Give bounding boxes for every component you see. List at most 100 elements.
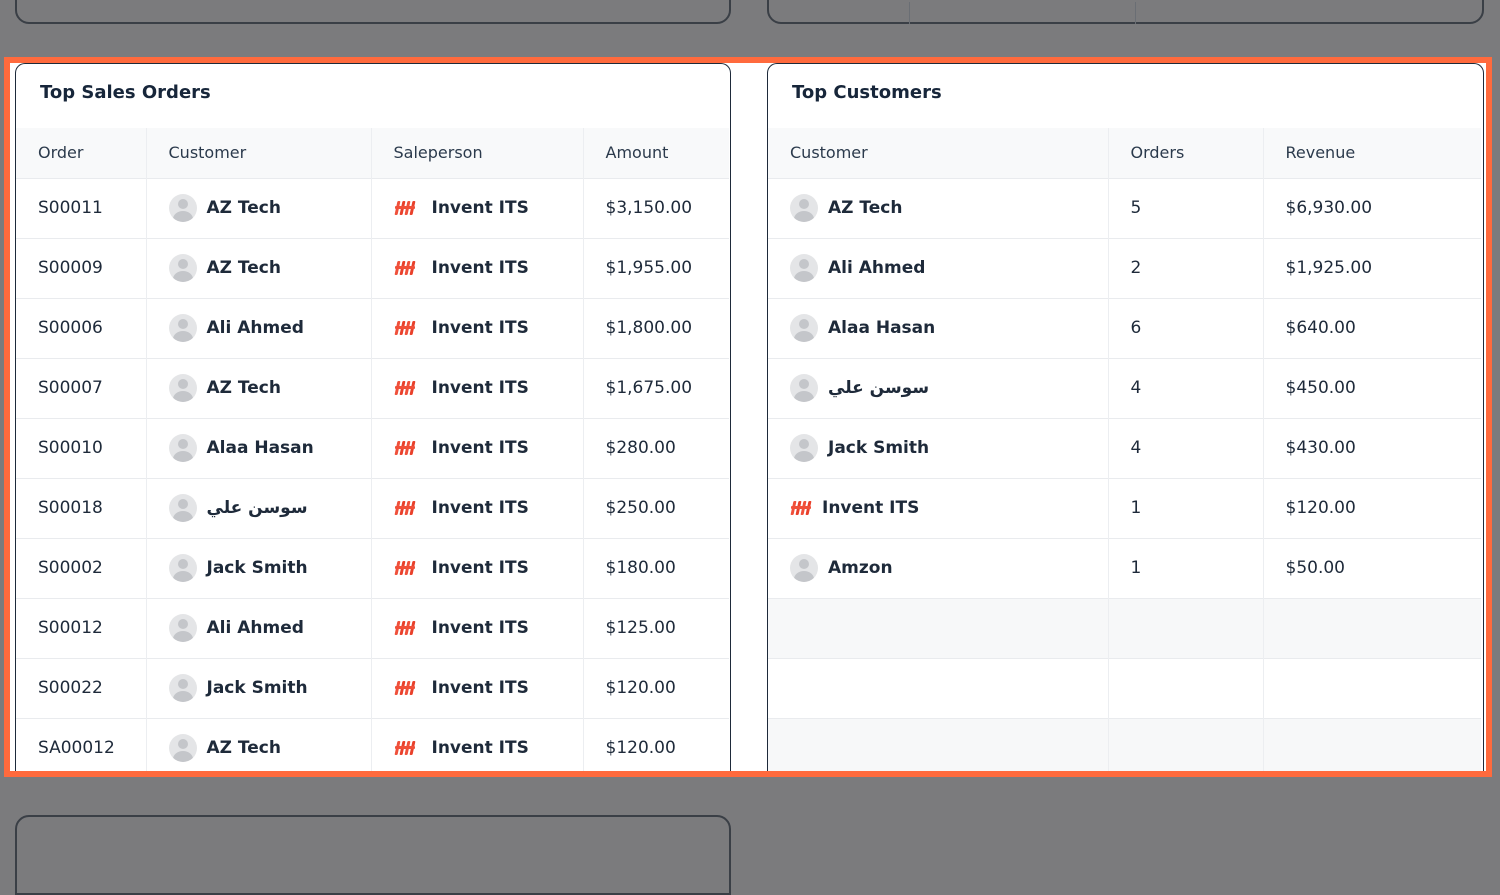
customer-cell[interactable]: AZ Tech [146,177,372,238]
salesperson-cell[interactable]: Invent ITS [371,537,584,598]
customer-name[interactable]: AZ Tech [206,738,281,759]
customer-name[interactable]: AZ Tech [206,198,281,218]
salesperson-name[interactable]: Invent ITS [431,258,529,278]
customer-cell[interactable]: Ali Ahmed [146,297,372,358]
order-cell[interactable]: S00010 [16,417,147,478]
customer-cell[interactable]: Alaa Hasan [768,297,1109,358]
salesperson-cell[interactable]: Invent ITS [371,237,584,298]
table-row[interactable]: Alaa Hasan 6 $640.00 [768,297,1481,358]
table-row[interactable]: S00007 AZ Tech Invent ITS $1,675.00 [16,357,729,418]
salesperson-cell[interactable]: Invent ITS [371,177,584,238]
table-row[interactable]: S00006 Ali Ahmed Invent ITS $1,800.00 [16,297,729,358]
order-cell[interactable]: S00012 [16,597,147,658]
order-number[interactable]: S00012 [38,618,103,638]
customer-cell[interactable]: Jack Smith [146,657,372,718]
salesperson-cell[interactable]: Invent ITS [371,297,584,358]
table-row[interactable]: S00011 AZ Tech Invent ITS $3,150.00 [16,177,729,238]
customer-name[interactable]: Jack Smith [828,438,930,458]
salesperson-name[interactable]: Invent ITS [431,378,529,398]
customer-name[interactable]: Jack Smith [206,678,308,698]
salesperson-name[interactable]: Invent ITS [431,618,529,638]
customer-name[interactable]: Invent ITS [822,498,920,518]
order-number[interactable]: SA00012 [38,738,115,759]
table-row[interactable]: Amzon 1 $50.00 [768,537,1481,598]
order-number[interactable]: S00009 [38,258,103,278]
order-cell[interactable]: S00022 [16,657,147,718]
salesperson-name[interactable]: Invent ITS [431,558,529,578]
salesperson-name[interactable]: Invent ITS [431,318,529,338]
customer-name[interactable]: Alaa Hasan [206,438,314,458]
table-row[interactable]: SA00012 AZ Tech Invent ITS $120.00 [16,717,729,771]
table-row[interactable]: Jack Smith 4 $430.00 [768,417,1481,478]
customer-cell[interactable]: Amzon [768,537,1109,598]
order-cell[interactable]: SA00012 [16,717,147,771]
salesperson-cell[interactable]: Invent ITS [371,717,584,771]
customer-cell[interactable]: AZ Tech [146,237,372,298]
table-row[interactable]: S00009 AZ Tech Invent ITS $1,955.00 [16,237,729,298]
order-cell[interactable]: S00011 [16,177,147,238]
salesperson-cell[interactable]: Invent ITS [371,357,584,418]
order-number[interactable]: S00022 [38,678,103,698]
customer-name[interactable]: Ali Ahmed [206,318,304,338]
salesperson-name[interactable]: Invent ITS [431,738,529,759]
salesperson-name[interactable]: Invent ITS [431,498,529,518]
table-row[interactable]: S00012 Ali Ahmed Invent ITS $125.00 [16,597,729,658]
customer-name[interactable]: AZ Tech [206,378,281,398]
table-row[interactable]: Ali Ahmed 2 $1,925.00 [768,237,1481,298]
column-header-customer[interactable]: Customer [768,128,1109,178]
customer-name[interactable]: AZ Tech [206,258,281,278]
order-number[interactable]: S00018 [38,498,103,518]
customer-cell[interactable]: AZ Tech [146,357,372,418]
table-row[interactable]: AZ Tech 5 $6,930.00 [768,177,1481,238]
customer-name[interactable]: Ali Ahmed [206,618,304,638]
salesperson-cell[interactable]: Invent ITS [371,657,584,718]
column-header-customer[interactable]: Customer [146,128,372,178]
customer-cell[interactable]: Alaa Hasan [146,417,372,478]
column-header-revenue[interactable]: Revenue [1263,128,1481,178]
amount-value: $3,150.00 [605,198,693,218]
salesperson-cell[interactable]: Invent ITS [371,417,584,478]
order-number[interactable]: S00010 [38,438,103,458]
customer-name[interactable]: Alaa Hasan [828,318,936,338]
order-cell[interactable]: S00018 [16,477,147,538]
customer-cell[interactable]: AZ Tech [146,717,372,771]
customer-name[interactable]: سوسن علي [828,378,930,398]
order-cell[interactable]: S00002 [16,537,147,598]
customer-name[interactable]: سوسن علي [206,498,308,518]
table-row[interactable]: Invent ITS 1 $120.00 [768,477,1481,538]
table-row[interactable]: S00010 Alaa Hasan Invent ITS $280.00 [16,417,729,478]
customer-name[interactable]: AZ Tech [828,198,903,218]
amount-cell: $120.00 [583,717,729,771]
order-number[interactable]: S00006 [38,318,103,338]
customer-cell[interactable]: سوسن علي [768,357,1109,418]
table-row[interactable]: سوسن علي 4 $450.00 [768,357,1481,418]
customer-cell[interactable]: AZ Tech [768,177,1109,238]
salesperson-name[interactable]: Invent ITS [431,678,529,698]
table-row[interactable]: S00002 Jack Smith Invent ITS $180.00 [16,537,729,598]
salesperson-name[interactable]: Invent ITS [431,198,529,218]
order-cell[interactable]: S00007 [16,357,147,418]
order-cell[interactable]: S00009 [16,237,147,298]
table-row[interactable]: S00022 Jack Smith Invent ITS $120.00 [16,657,729,718]
order-number[interactable]: S00011 [38,198,103,218]
table-row[interactable]: S00018 سوسن علي Invent ITS $250.00 [16,477,729,538]
customer-cell[interactable]: Jack Smith [768,417,1109,478]
salesperson-name[interactable]: Invent ITS [431,438,529,458]
customer-cell[interactable]: Ali Ahmed [146,597,372,658]
customer-cell[interactable]: Invent ITS [768,477,1109,538]
salesperson-cell[interactable]: Invent ITS [371,597,584,658]
order-number[interactable]: S00007 [38,378,103,398]
customer-cell[interactable]: سوسن علي [146,477,372,538]
salesperson-cell[interactable]: Invent ITS [371,477,584,538]
order-cell[interactable]: S00006 [16,297,147,358]
customer-name[interactable]: Amzon [828,558,893,578]
customer-cell[interactable]: Ali Ahmed [768,237,1109,298]
customer-name[interactable]: Jack Smith [206,558,308,578]
column-header-orders[interactable]: Orders [1108,128,1264,178]
order-number[interactable]: S00002 [38,558,103,578]
column-header-amount[interactable]: Amount [583,128,729,178]
column-header-order[interactable]: Order [16,128,147,178]
customer-cell[interactable]: Jack Smith [146,537,372,598]
customer-name[interactable]: Ali Ahmed [828,258,926,278]
column-header-salesperson[interactable]: Saleperson [371,128,584,178]
